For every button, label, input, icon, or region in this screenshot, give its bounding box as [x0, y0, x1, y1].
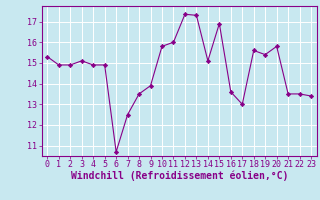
X-axis label: Windchill (Refroidissement éolien,°C): Windchill (Refroidissement éolien,°C)	[70, 171, 288, 181]
